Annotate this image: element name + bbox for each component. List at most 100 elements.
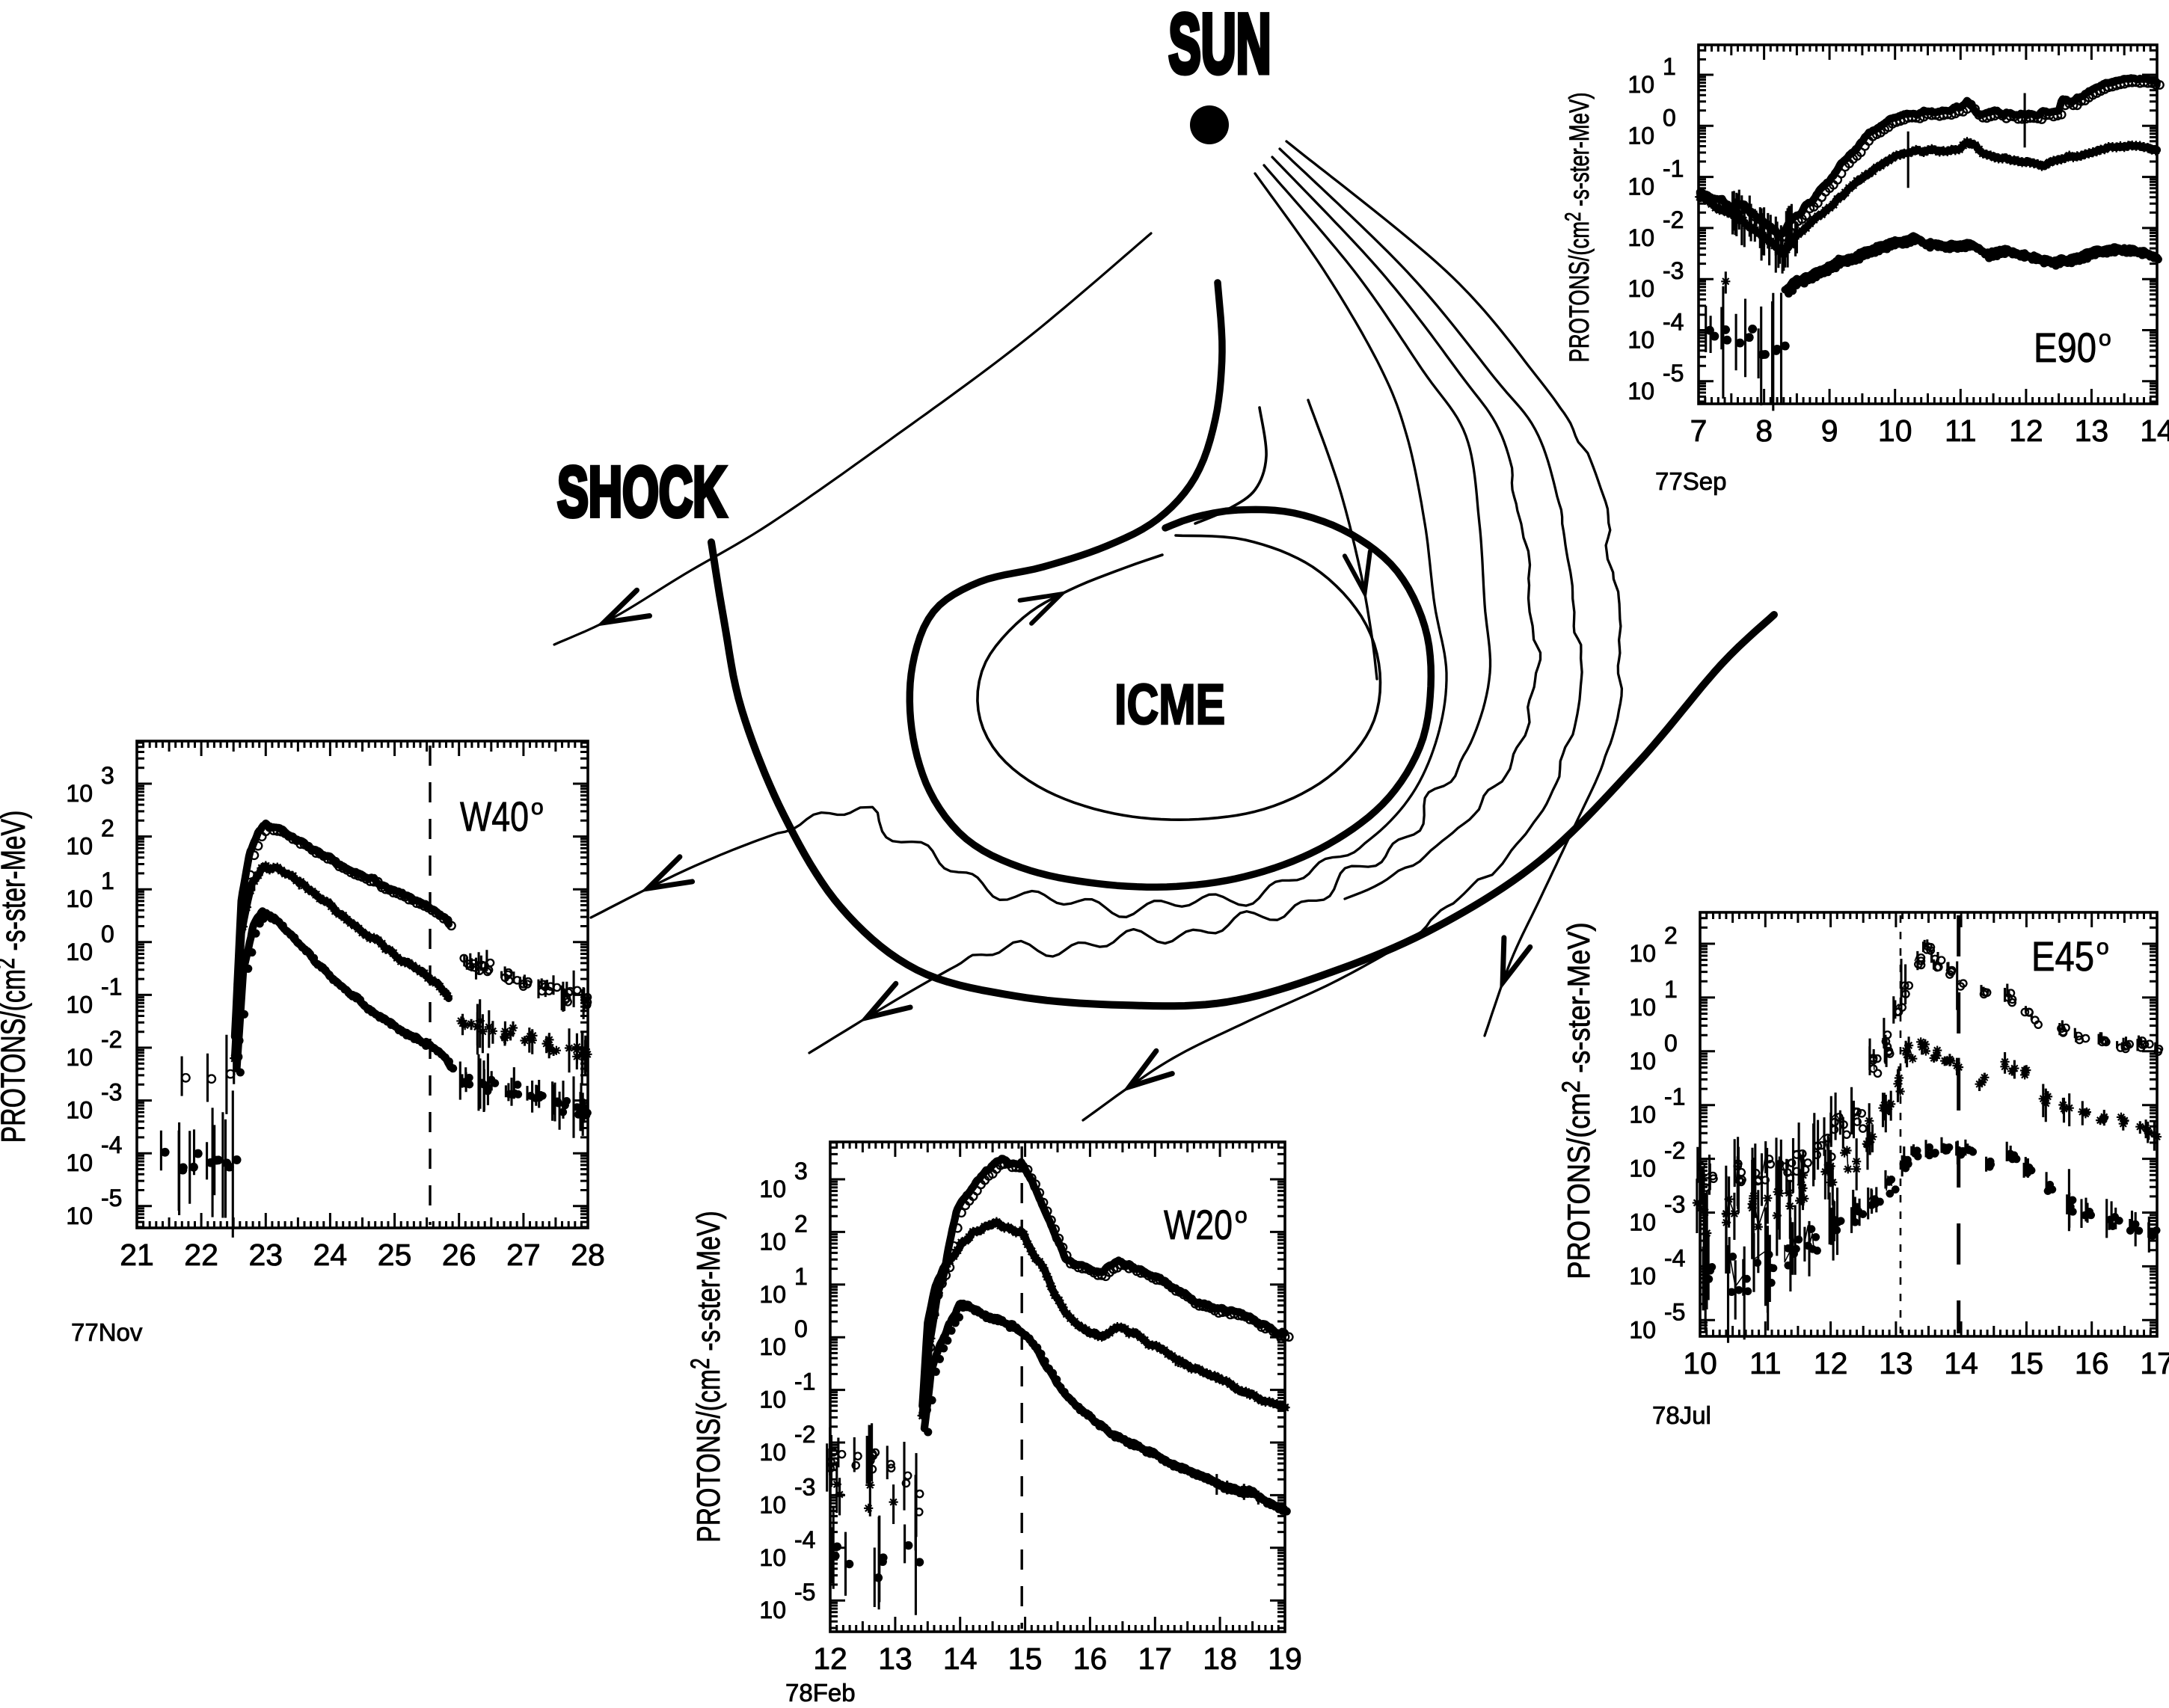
svg-text:21: 21 (120, 1238, 154, 1272)
svg-text:77Nov: 77Nov (71, 1318, 143, 1346)
svg-text:10: 10 (1629, 1262, 1656, 1289)
svg-text:2: 2 (794, 1210, 808, 1237)
svg-text:10: 10 (1629, 1102, 1656, 1128)
svg-text:SHOCK: SHOCK (557, 452, 726, 532)
svg-text:10: 10 (1683, 1346, 1717, 1380)
svg-text:27: 27 (506, 1238, 541, 1272)
svg-text:23: 23 (248, 1238, 283, 1272)
svg-text:PROTONS/(cm2 -s-ster-MeV): PROTONS/(cm2 -s-ster-MeV) (1560, 93, 1595, 363)
svg-text:-3: -3 (1663, 257, 1684, 284)
svg-text:8: 8 (1755, 414, 1773, 448)
svg-text:10: 10 (1627, 224, 1654, 251)
svg-text:E45: E45 (2031, 933, 2094, 980)
svg-text:10: 10 (1627, 327, 1654, 354)
svg-text:-2: -2 (1663, 206, 1684, 233)
svg-text:10: 10 (66, 833, 93, 860)
svg-text:-1: -1 (1663, 156, 1684, 182)
svg-text:10: 10 (66, 1044, 93, 1071)
svg-text:12: 12 (813, 1641, 847, 1676)
svg-text:10: 10 (759, 1491, 786, 1518)
svg-text:o: o (2099, 326, 2111, 351)
svg-text:W40: W40 (460, 793, 529, 840)
svg-text:o: o (1235, 1203, 1248, 1228)
svg-text:-4: -4 (101, 1131, 122, 1158)
svg-text:13: 13 (878, 1641, 912, 1676)
svg-text:10: 10 (1629, 1209, 1656, 1236)
svg-text:10: 10 (66, 1097, 93, 1124)
svg-text:78Jul: 78Jul (1652, 1401, 1711, 1429)
svg-text:14: 14 (943, 1641, 978, 1676)
svg-text:14: 14 (1944, 1346, 1978, 1380)
svg-text:PROTONS/(cm2 -s-ster-MeV): PROTONS/(cm2 -s-ster-MeV) (686, 1211, 728, 1543)
svg-text:15: 15 (1008, 1641, 1043, 1676)
svg-text:12: 12 (1814, 1346, 1848, 1380)
svg-text:-1: -1 (794, 1368, 815, 1395)
svg-text:15: 15 (2010, 1346, 2044, 1380)
svg-text:o: o (2096, 935, 2109, 959)
svg-text:18: 18 (1203, 1641, 1237, 1676)
svg-text:28: 28 (571, 1238, 605, 1272)
svg-text:11: 11 (1945, 414, 1977, 448)
svg-text:10: 10 (1627, 173, 1654, 200)
svg-text:10: 10 (66, 1149, 93, 1176)
svg-text:-2: -2 (101, 1026, 122, 1053)
svg-text:0: 0 (1663, 104, 1676, 131)
svg-text:16: 16 (2075, 1346, 2109, 1380)
svg-text:PROTONS/(cm2 -s-ster-MeV): PROTONS/(cm2 -s-ster-MeV) (0, 811, 32, 1143)
svg-text:14: 14 (2140, 414, 2169, 448)
svg-text:3: 3 (794, 1158, 808, 1185)
svg-text:-2: -2 (1664, 1137, 1685, 1164)
svg-text:10: 10 (66, 1202, 93, 1229)
svg-text:10: 10 (759, 1228, 786, 1255)
svg-text:10: 10 (759, 1597, 786, 1623)
svg-text:17: 17 (2140, 1346, 2169, 1380)
svg-text:-4: -4 (1664, 1244, 1685, 1271)
svg-text:10: 10 (1629, 1316, 1656, 1343)
svg-text:-5: -5 (1663, 360, 1684, 387)
svg-text:17: 17 (1138, 1641, 1172, 1676)
svg-text:13: 13 (1879, 1346, 1913, 1380)
svg-text:W20: W20 (1164, 1201, 1233, 1248)
svg-text:10: 10 (759, 1281, 786, 1308)
svg-text:-5: -5 (1664, 1298, 1685, 1325)
svg-text:0: 0 (1664, 1030, 1678, 1057)
svg-text:77Sep: 77Sep (1655, 467, 1726, 495)
svg-text:-2: -2 (794, 1421, 815, 1448)
svg-text:10: 10 (759, 1333, 786, 1360)
svg-text:9: 9 (1821, 414, 1838, 448)
svg-text:-5: -5 (794, 1579, 815, 1606)
svg-text:7: 7 (1690, 414, 1708, 448)
svg-text:10: 10 (66, 991, 93, 1018)
svg-text:13: 13 (2075, 414, 2109, 448)
svg-text:10: 10 (66, 780, 93, 807)
svg-text:10: 10 (1627, 275, 1654, 302)
svg-text:10: 10 (759, 1439, 786, 1466)
svg-text:10: 10 (1627, 71, 1654, 98)
svg-text:3: 3 (101, 762, 114, 789)
svg-text:0: 0 (101, 921, 114, 947)
svg-text:19: 19 (1268, 1641, 1302, 1676)
svg-text:-3: -3 (1664, 1191, 1685, 1218)
svg-text:26: 26 (442, 1238, 476, 1272)
svg-text:1: 1 (1663, 53, 1676, 80)
svg-text:10: 10 (1627, 122, 1654, 149)
svg-text:10: 10 (1629, 1048, 1656, 1075)
svg-text:PROTONS/(cm2 -s-ster-MeV): PROTONS/(cm2 -s-ster-MeV) (1556, 922, 1597, 1279)
svg-text:-3: -3 (101, 1079, 122, 1106)
svg-text:1: 1 (1664, 976, 1678, 1003)
svg-text:22: 22 (184, 1238, 218, 1272)
svg-text:E90: E90 (2034, 324, 2096, 371)
svg-text:10: 10 (66, 885, 93, 912)
svg-text:16: 16 (1073, 1641, 1108, 1676)
svg-text:-3: -3 (794, 1473, 815, 1500)
svg-text:10: 10 (1629, 940, 1656, 967)
svg-text:SUN: SUN (1168, 0, 1271, 90)
svg-text:10: 10 (1878, 414, 1912, 448)
svg-text:11: 11 (1749, 1346, 1782, 1380)
svg-text:10: 10 (759, 1386, 786, 1413)
svg-text:ICME: ICME (1114, 673, 1225, 737)
svg-text:25: 25 (378, 1238, 412, 1272)
svg-text:o: o (531, 795, 544, 820)
svg-text:-5: -5 (101, 1185, 122, 1211)
svg-text:2: 2 (101, 815, 114, 842)
